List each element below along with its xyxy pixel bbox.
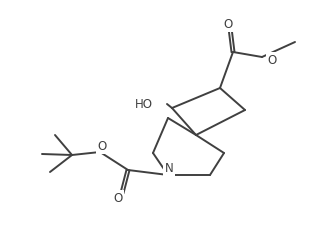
Text: N: N: [165, 162, 173, 174]
Text: O: O: [223, 18, 233, 30]
Text: O: O: [267, 54, 276, 66]
Text: O: O: [97, 139, 107, 153]
Text: O: O: [114, 192, 122, 204]
Text: HO: HO: [135, 98, 153, 110]
